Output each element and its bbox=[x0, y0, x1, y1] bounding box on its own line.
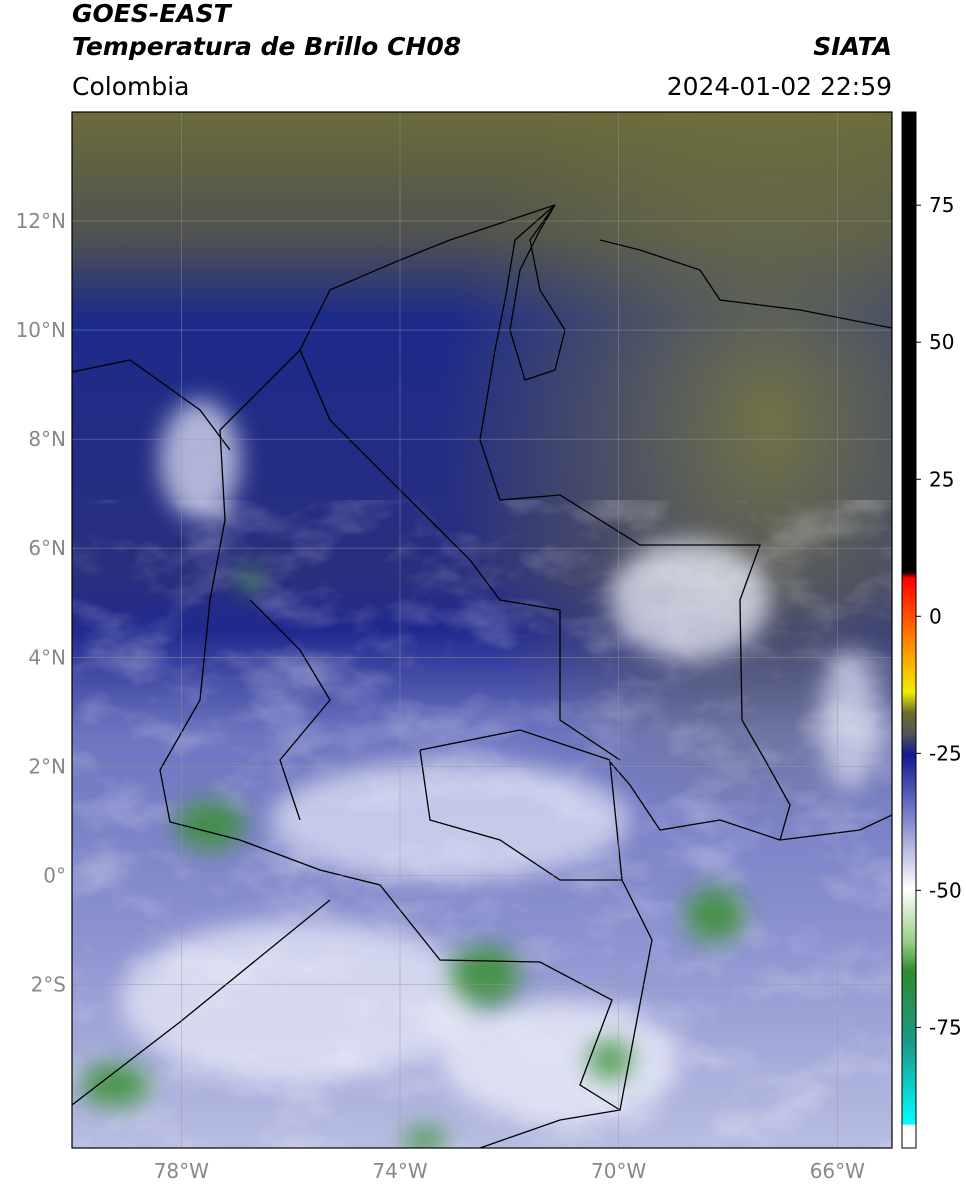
lat-tick-label: 8°N bbox=[28, 427, 66, 451]
lon-tick-label: 70°W bbox=[591, 1159, 646, 1183]
lon-tick-label: 78°W bbox=[154, 1159, 209, 1183]
borders bbox=[72, 204, 892, 1148]
datetime: 2024-01-02 22:59 bbox=[667, 72, 892, 101]
colorbar bbox=[901, 111, 917, 1149]
lat-tick-label: 10°N bbox=[16, 318, 66, 342]
graticule bbox=[72, 112, 892, 1148]
lat-tick-label: 0° bbox=[43, 863, 66, 887]
colorbar-tick-label: 0 bbox=[929, 604, 942, 628]
map-frame bbox=[71, 111, 893, 1149]
colorbar-tick-label: -25 bbox=[929, 741, 962, 765]
lat-tick-label: 2°S bbox=[31, 972, 66, 996]
lon-tick-label: 74°W bbox=[372, 1159, 427, 1183]
colorbar-tick-label: 25 bbox=[929, 467, 954, 491]
lat-tick-label: 6°N bbox=[28, 536, 66, 560]
colorbar-tick-label: 75 bbox=[929, 193, 954, 217]
lat-tick-label: 12°N bbox=[16, 209, 66, 233]
colorbar-tick-label: 50 bbox=[929, 330, 954, 354]
lat-tick-label: 2°N bbox=[28, 754, 66, 778]
colorbar-tick-label: -75 bbox=[929, 1015, 962, 1039]
source: SIATA bbox=[813, 32, 892, 61]
title: GOES-EAST bbox=[72, 0, 233, 28]
colorbar-tick-label: -50 bbox=[929, 878, 962, 902]
region: Colombia bbox=[72, 72, 189, 101]
lat-tick-label: 4°N bbox=[28, 645, 66, 669]
subtitle: Temperatura de Brillo CH08 bbox=[72, 32, 461, 61]
satellite-image bbox=[72, 112, 892, 1148]
lon-tick-label: 66°W bbox=[810, 1159, 865, 1183]
